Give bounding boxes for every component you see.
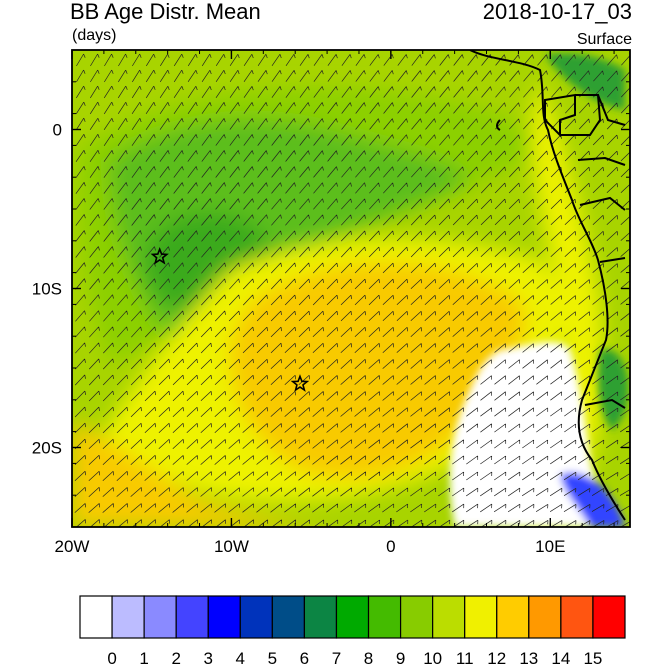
field-gold-southwest <box>72 420 380 527</box>
colorbar-label: 5 <box>268 649 277 667</box>
wind-barbs <box>74 53 630 527</box>
colorbar-swatch <box>175 595 209 639</box>
timestamp-label: 2018-10-17_03 <box>482 0 632 24</box>
colorbar-label: 8 <box>364 649 373 667</box>
colorbar-label: 9 <box>396 649 405 667</box>
colorbar-swatch <box>560 595 594 639</box>
colorbar-swatch <box>207 595 241 639</box>
x-tick-label: 10E <box>535 537 565 556</box>
colorbar-swatch <box>79 595 113 639</box>
star-marker-north <box>150 246 169 265</box>
field-blue-patch <box>560 472 625 527</box>
colorbar-label: 1 <box>139 649 148 667</box>
colorbar-label: 11 <box>456 649 474 667</box>
y-tick-label: 0 <box>53 121 62 140</box>
star-markers <box>150 246 310 392</box>
colorbar-label: 6 <box>300 649 309 667</box>
level-label: Surface <box>576 31 632 48</box>
field-yellow-east-strip <box>530 80 604 527</box>
colorbar-label: 15 <box>583 649 602 667</box>
colorbar-swatch <box>335 595 370 639</box>
colorbar-label: 3 <box>204 649 213 667</box>
colorbar-swatch <box>367 595 402 639</box>
axis-ticks: 20W 10W 0 10E 0 10S 20S <box>32 50 630 556</box>
colorbar-label: 4 <box>236 649 245 667</box>
wind-barb-lines <box>74 53 630 527</box>
colorbar-label: 7 <box>332 649 341 667</box>
colorbar-swatch <box>592 595 626 639</box>
x-tick-label: 0 <box>386 537 395 556</box>
colorbar-swatch <box>111 595 145 639</box>
star-marker-south <box>290 374 310 392</box>
colorbar-label: 13 <box>519 649 538 667</box>
y-tick-label: 10S <box>32 280 62 299</box>
colorbar-label: 2 <box>171 649 180 667</box>
colorbar-swatch <box>528 595 562 639</box>
coastline <box>469 50 626 521</box>
colorbar-swatch <box>496 595 530 639</box>
colorbar-swatch <box>464 595 498 639</box>
colorbar-swatch <box>239 595 273 639</box>
field-coastal-green <box>598 349 629 430</box>
x-tick-label: 20W <box>55 537 90 556</box>
colorbar-label: 14 <box>551 649 570 667</box>
units-label: (days) <box>72 27 117 44</box>
colorbar-swatch <box>432 595 466 639</box>
colorbar-label: 12 <box>487 649 506 667</box>
colorbar-label: 0 <box>107 649 116 667</box>
colorbar-swatch <box>399 595 434 639</box>
age-field <box>72 50 630 527</box>
map-title: BB Age Distr. Mean <box>70 0 261 24</box>
field-north-green <box>545 53 625 110</box>
colorbar-swatch <box>143 595 177 639</box>
colorbar-swatch <box>303 595 338 639</box>
colorbar: 0 1 2 3 4 5 6 7 8 9 10 11 12 13 14 15 <box>79 595 626 667</box>
y-tick-label: 20S <box>32 439 62 458</box>
colorbar-label: 10 <box>423 649 442 667</box>
x-tick-label: 10W <box>214 537 249 556</box>
colorbar-swatch <box>271 595 306 639</box>
